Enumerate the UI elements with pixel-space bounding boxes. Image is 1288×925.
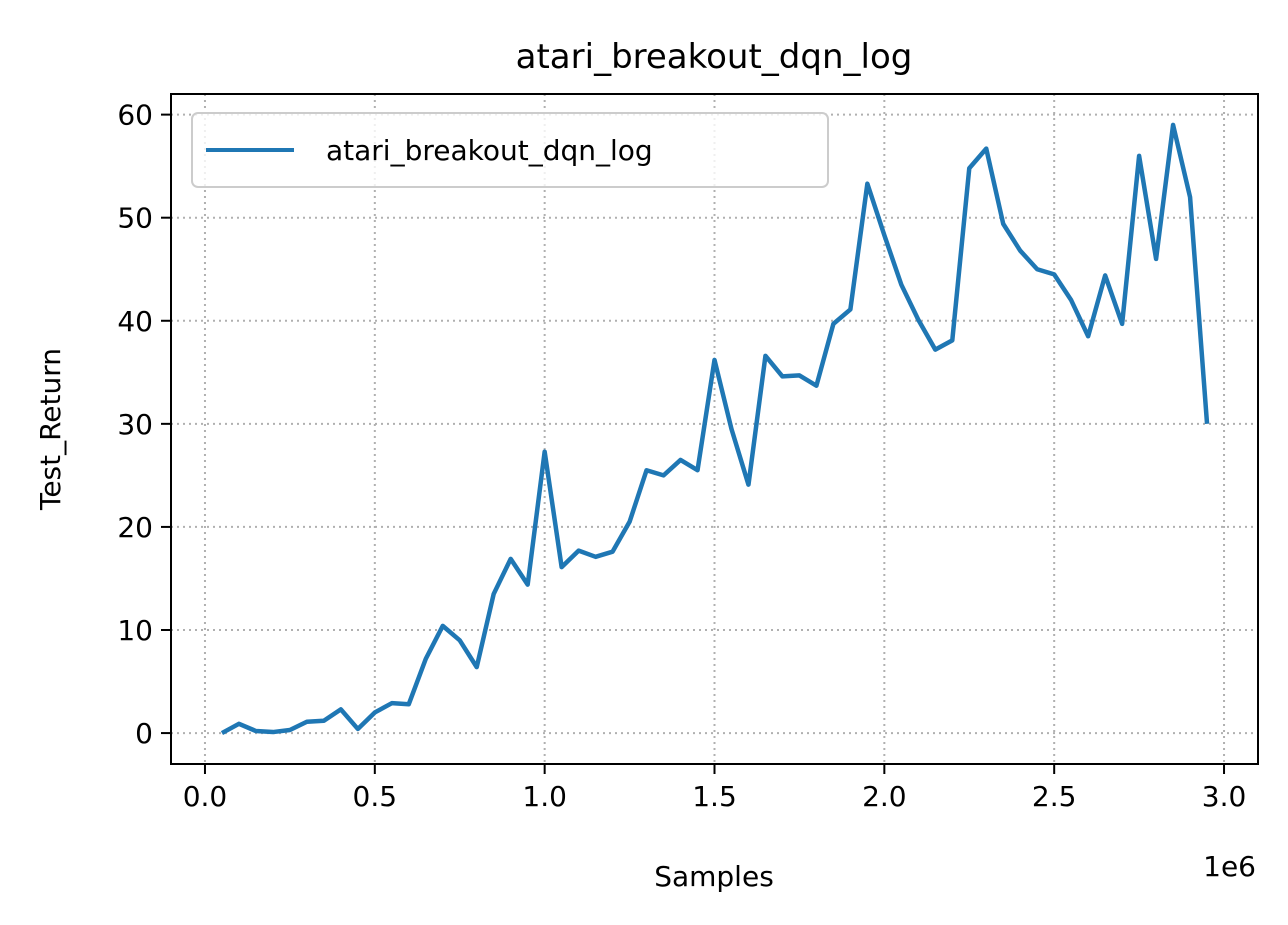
- x-tick-label: 0.5: [353, 780, 398, 813]
- series-line: [220, 122, 1210, 736]
- legend: atari_breakout_dqn_log: [191, 112, 829, 188]
- x-tick-label: 0.0: [183, 780, 228, 813]
- x-axis-label: Samples: [654, 860, 774, 893]
- y-tick-label: 30: [117, 408, 153, 441]
- series-layer: [220, 122, 1210, 736]
- x-tick-label: 1.0: [522, 780, 567, 813]
- plot-frame: [170, 93, 1259, 765]
- y-tick-label: 10: [117, 614, 153, 647]
- x-tick-label: 3.0: [1202, 780, 1247, 813]
- x-tick-label: 2.0: [862, 780, 907, 813]
- legend-frame: [191, 112, 829, 188]
- x-tick-label: 2.5: [1032, 780, 1077, 813]
- y-tick-label: 20: [117, 511, 153, 544]
- legend-label: atari_breakout_dqn_log: [326, 134, 653, 167]
- x-tick-label: 1.5: [692, 780, 737, 813]
- grid: [171, 94, 1258, 764]
- y-axis-ticks: 0 10 20 30 40 50 60: [117, 99, 171, 750]
- y-tick-label: 50: [117, 202, 153, 235]
- chart-title: atari_breakout_dqn_log: [516, 37, 913, 77]
- x-axis-offset-label: 1e6: [1203, 850, 1256, 883]
- x-axis-ticks: 0.0 0.5 1.0 1.5 2.0 2.5 3.0: [183, 764, 1247, 813]
- y-tick-label: 0: [135, 717, 153, 750]
- y-tick-label: 60: [117, 99, 153, 132]
- y-tick-label: 40: [117, 305, 153, 338]
- y-axis-label: Test_Return: [34, 348, 67, 511]
